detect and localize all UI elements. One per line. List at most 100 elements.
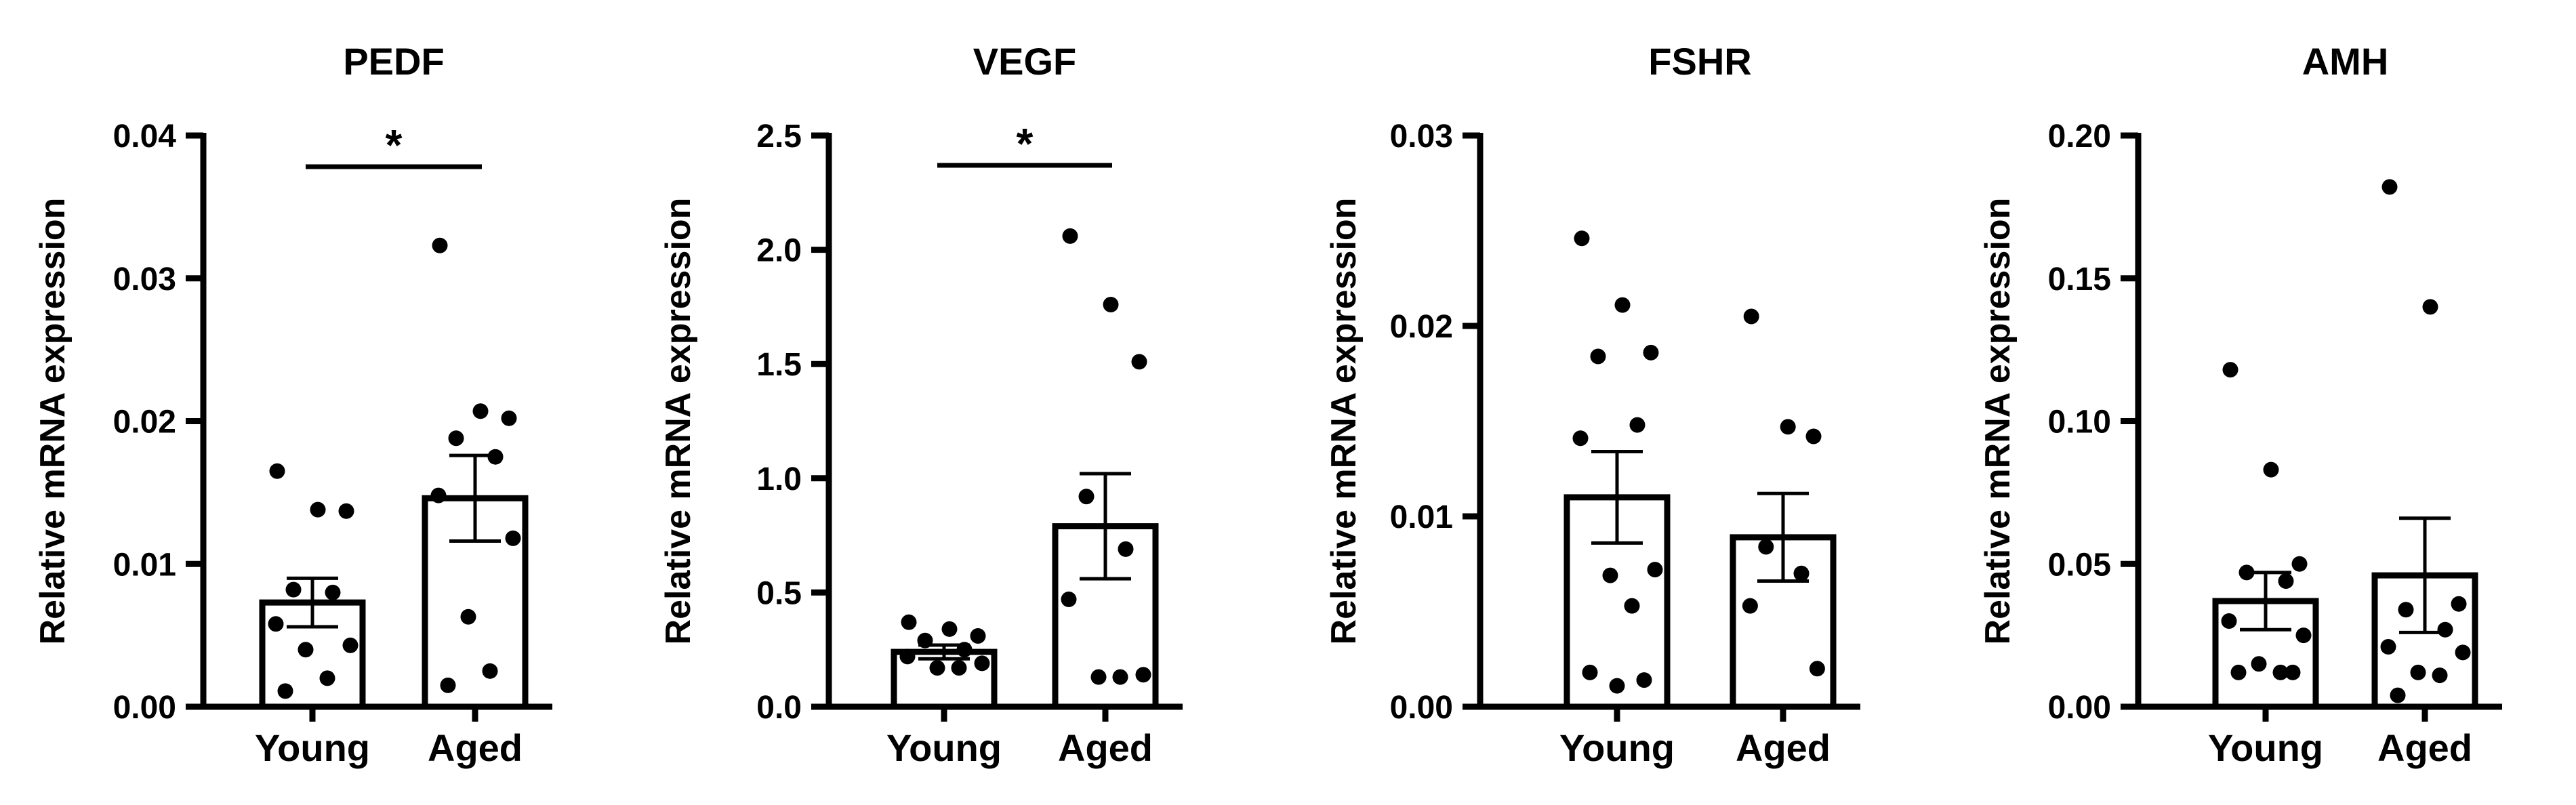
chart-panel-amh: AMH Relative mRNA expression 0.00 0.05 0.10 0… [1978,40,2502,769]
y-tick-label: 0.01 [113,547,176,583]
y-tick-label: 0.10 [2048,405,2111,440]
data-point [2398,602,2414,618]
data-point [310,501,326,518]
chart-panel-pedf: PEDF Relative mRNA expression 0.00 0.01 0.02… [33,40,552,769]
significance-label: * [386,121,403,169]
y-axis-label: Relative mRNA expression [1978,198,2018,645]
data-point [1624,598,1640,614]
data-point [1743,308,1759,325]
data-point [472,403,489,419]
x-tick-label: Aged [2377,726,2472,769]
data-point [1090,669,1107,685]
data-point [1643,344,1659,360]
data-point [2451,596,2467,612]
data-point [1582,664,1598,680]
y-tick-label: 0.00 [113,690,176,726]
x-tick-label: Young [2208,726,2323,769]
data-point [440,677,456,693]
data-point [342,637,359,653]
y-tick-label: 0.02 [1390,309,1453,345]
data-point [501,410,517,426]
chart-title: PEDF [343,40,444,83]
data-point [1135,667,1151,683]
data-point [2291,556,2308,572]
data-point [448,430,464,447]
data-point [917,632,933,648]
data-point [268,616,284,632]
data-point [2295,627,2312,644]
y-tick-label: 0.20 [2048,119,2111,154]
data-point [285,581,302,598]
data-point [1614,297,1631,313]
x-tick-label: Aged [1058,726,1153,769]
data-point [2230,664,2247,680]
data-point [941,621,958,637]
data-point [1112,669,1128,685]
data-point [1647,562,1663,578]
data-point [929,660,945,676]
data-point [970,627,986,644]
data-point [901,614,917,630]
y-tick-label: 1.0 [756,461,802,497]
data-point [1742,598,1758,614]
y-tick-label: 0.05 [2048,547,2111,583]
y-tick-label: 2.0 [756,233,802,269]
data-point [430,487,447,503]
data-point [1062,228,1078,244]
data-point [2285,664,2301,680]
y-tick-label: 1.5 [756,347,802,383]
y-tick-label: 0.5 [756,575,802,611]
data-point [1609,678,1625,694]
x-tick-label: Young [886,726,1002,769]
data-point [2272,664,2289,680]
y-tick-label: 0.04 [113,119,177,154]
data-point [2437,621,2453,638]
data-point [505,530,521,546]
y-tick-label: 0.03 [1390,119,1453,154]
data-point [269,463,285,479]
data-point [1131,354,1147,370]
data-point [487,449,504,465]
data-point [1590,348,1606,365]
y-tick-label: 0.00 [2048,690,2111,726]
data-point [2221,613,2237,629]
y-tick-label: 0.01 [1390,499,1453,535]
data-point [2381,179,2398,195]
data-point [2455,644,2471,661]
data-point [951,660,967,676]
data-point [2222,362,2238,378]
chart-title: VEGF [973,40,1076,83]
significance-label: * [1017,119,1034,168]
data-point [956,642,973,658]
chart-panel-fshr: FSHR Relative mRNA expression 0.00 0.01 0.02… [1324,40,1860,769]
data-point [1061,592,1077,608]
data-point [460,608,476,625]
x-tick-label: Aged [1736,726,1831,769]
data-point [1780,419,1796,435]
x-tick-label: Young [1559,726,1675,769]
data-point [1078,489,1095,505]
data-point [2432,667,2448,684]
data-point [1758,539,1774,555]
y-axis-label: Relative mRNA expression [33,198,73,645]
chart-title: FSHR [1648,40,1751,83]
x-tick-label: Aged [428,726,523,769]
data-point [2410,664,2426,680]
data-point [298,642,314,658]
data-point [2380,638,2396,655]
data-point [432,237,448,253]
chart-title: AMH [2302,40,2389,83]
data-point [1572,430,1589,447]
chart-panel-vegf: VEGF Relative mRNA expression 0.0 0.5 1.0 1.5… [659,40,1183,769]
y-tick-label: 0.03 [113,262,176,297]
data-point [1103,297,1119,313]
data-point [1629,417,1645,433]
data-point [1793,565,1810,581]
data-point [1809,661,1825,677]
y-tick-label: 0.15 [2048,262,2111,297]
data-point [2422,299,2438,315]
y-axis-label: Relative mRNA expression [659,198,698,645]
data-point [1118,541,1134,557]
data-point [2263,461,2279,478]
